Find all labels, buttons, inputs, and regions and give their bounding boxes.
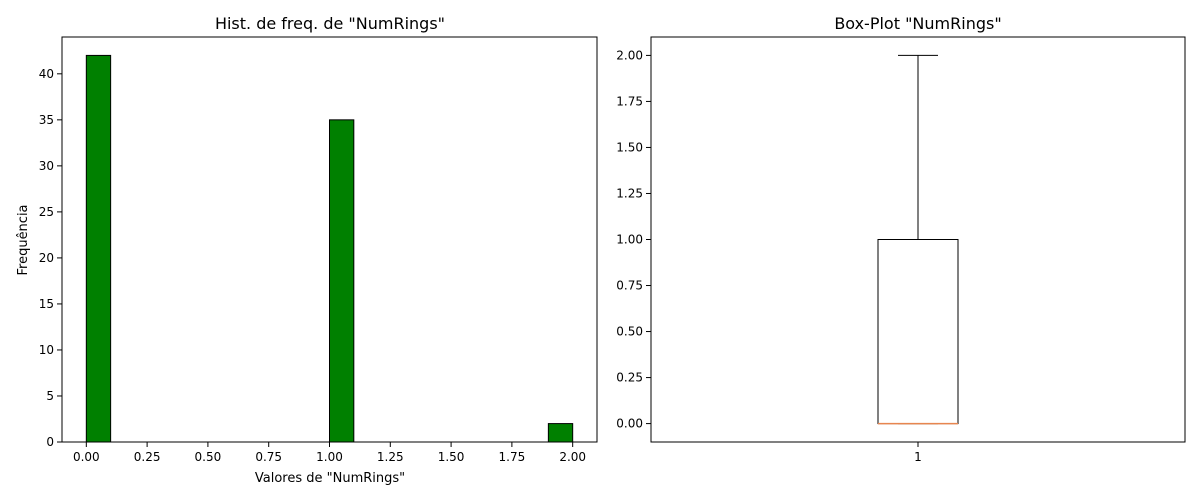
histogram-y-axis-label: Frequência [16,204,31,275]
boxplot-chart: Box-Plot "NumRings" 0.00 0.25 0.50 0.75 1.00… [616,14,1186,464]
histogram-bars [85,54,574,443]
histogram-y-tick-label: 20 [39,251,54,265]
histogram-x-tick-label: 0.50 [195,450,222,464]
boxplot-y-tick-label: 0.75 [616,279,643,293]
histogram-y-tick-label: 25 [39,205,54,219]
histogram-y-tick-label: 40 [39,67,54,81]
histogram-bar [85,54,112,443]
histogram-x-axis-label: Valores de "NumRings" [255,471,405,486]
histogram-x-tick-label: 1.25 [377,450,404,464]
histogram-x-tick-label: 1.75 [499,450,526,464]
histogram-x-tick-label: 1.00 [316,450,343,464]
boxplot-y-tick-label: 1.00 [616,233,643,247]
histogram-x-ticks: 0.00 0.25 0.50 0.75 1.00 1.25 1.50 1.75 2.00 [73,442,586,464]
histogram-chart: Hist. de freq. de "NumRings" 0.00 0.25 0.5… [16,14,598,486]
histogram-x-tick-label: 2.00 [559,450,586,464]
boxplot-y-tick-label: 1.25 [616,186,643,200]
histogram-y-tick-label: 5 [46,389,54,403]
boxplot-y-tick-label: 1.75 [616,94,643,108]
boxplot-y-tick-label: 0.25 [616,371,643,385]
histogram-x-tick-label: 0.00 [73,450,100,464]
histogram-x-tick-label: 0.25 [134,450,161,464]
histogram-y-tick-label: 35 [39,113,54,127]
boxplot-box [877,239,959,425]
boxplot-y-tick-label: 1.50 [616,140,643,154]
histogram-bar [547,423,574,443]
histogram-y-tick-label: 10 [39,343,54,357]
boxplot-x-tick-label: 1 [914,450,922,464]
boxplot-y-tick-label: 2.00 [616,48,643,62]
histogram-x-tick-label: 0.75 [255,450,282,464]
boxplot-title: Box-Plot "NumRings" [834,14,1001,33]
histogram-axes-frame [61,36,598,443]
histogram-bar [329,119,355,443]
histogram-title: Hist. de freq. de "NumRings" [215,14,445,33]
boxplot-x-ticks: 1 [914,442,922,464]
histogram-y-tick-label: 0 [46,435,54,449]
histogram-x-tick-label: 1.50 [438,450,465,464]
boxplot-y-tick-label: 0.50 [616,325,643,339]
boxplot-axes-frame [650,36,1186,443]
boxplot-y-ticks: 0.00 0.25 0.50 0.75 1.00 1.25 1.50 1.75 2.00 [616,48,651,431]
histogram-y-ticks: 0 5 10 15 20 25 30 35 40 [39,67,62,449]
boxplot-box-group [877,54,959,425]
histogram-y-tick-label: 15 [39,297,54,311]
boxplot-y-tick-label: 0.00 [616,417,643,431]
histogram-y-tick-label: 30 [39,159,54,173]
